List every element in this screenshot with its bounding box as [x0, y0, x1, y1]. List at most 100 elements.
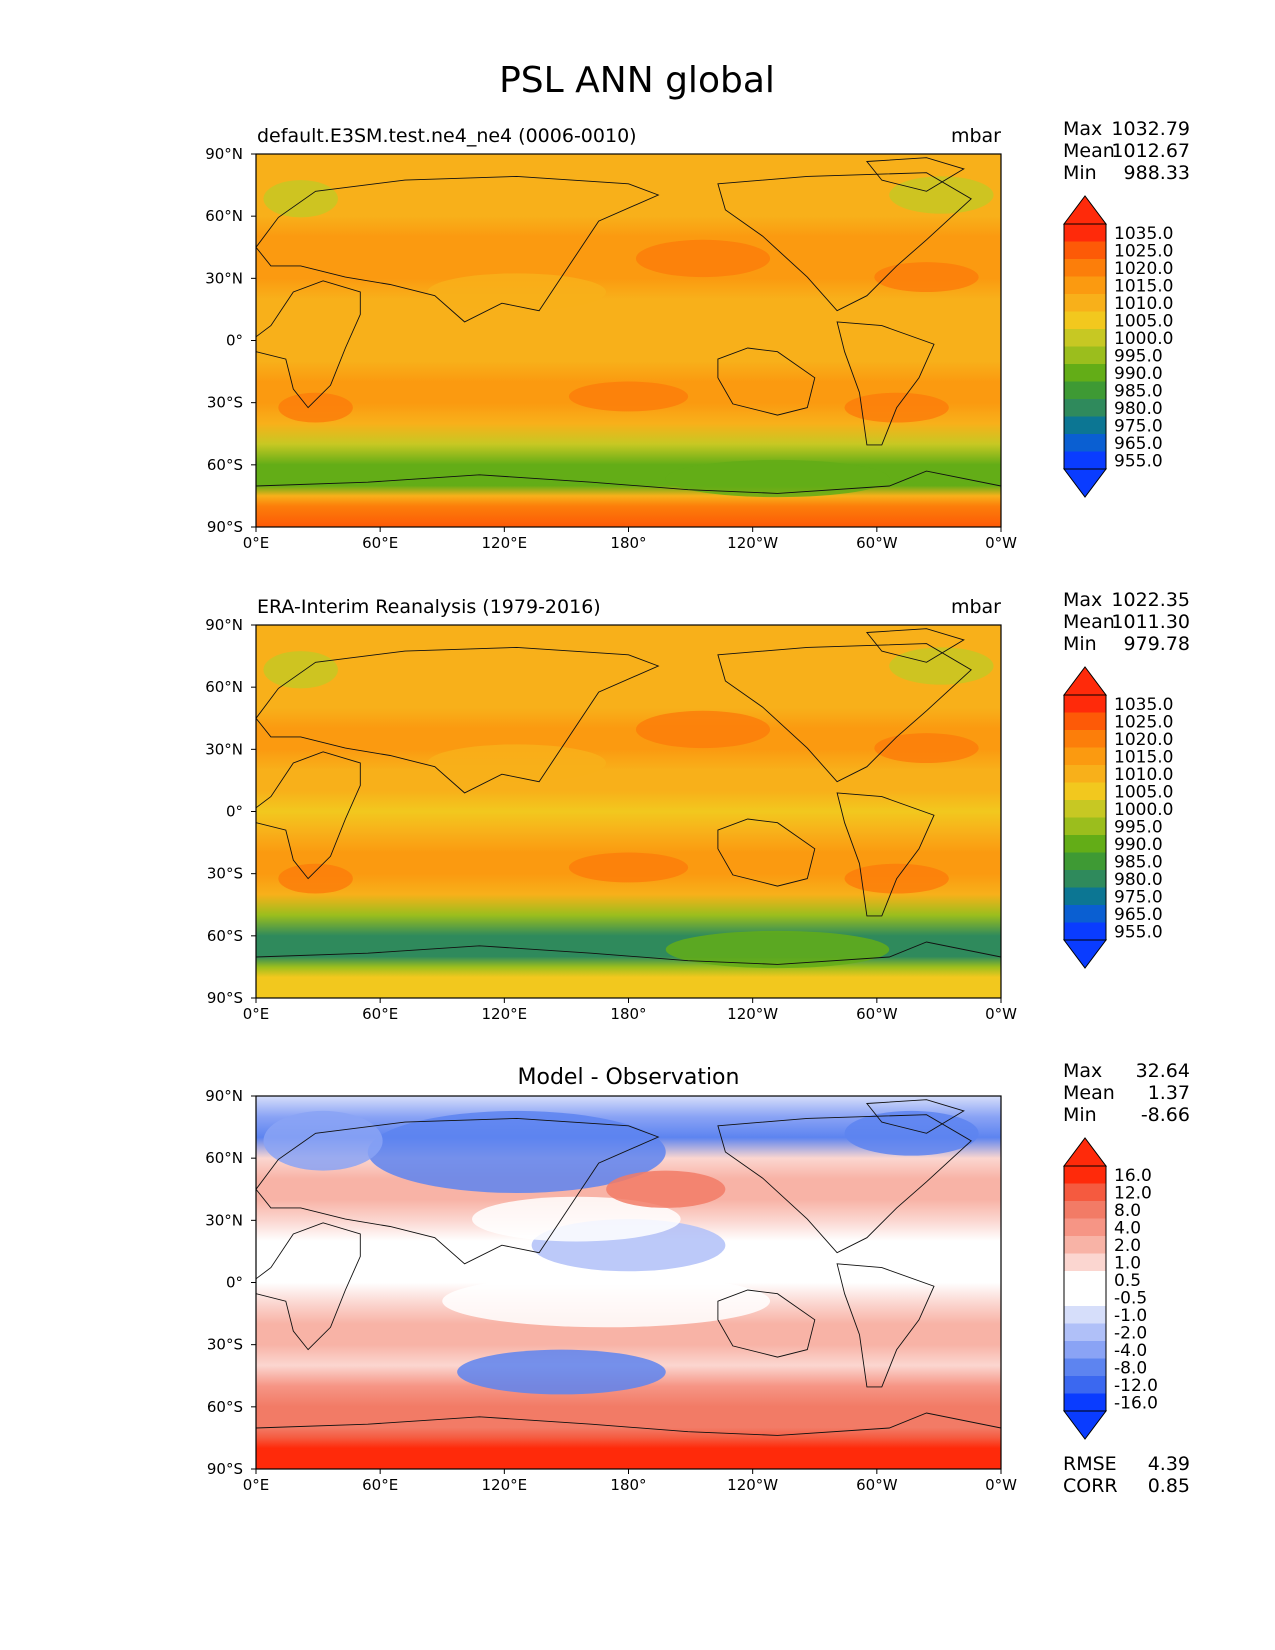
- colorbar: 1035.01025.01020.01015.01010.01005.01000…: [1063, 666, 1173, 969]
- stat-label: Mean: [1063, 140, 1115, 162]
- x-tick-label: 60°W: [856, 1005, 898, 1023]
- x-tick-label: 0°E: [243, 534, 270, 552]
- colorbar-level-label: 1025.0: [1114, 712, 1173, 732]
- stat-label: RMSE: [1063, 1453, 1117, 1475]
- panel-title: Model - Observation: [518, 1065, 740, 1090]
- colorbar-level-label: -0.5: [1114, 1288, 1147, 1308]
- colorbar-swatch: [1064, 870, 1106, 888]
- colorbar-swatch: [1064, 276, 1106, 295]
- x-tick-label: 180°: [610, 534, 646, 552]
- stat-label: Min: [1063, 162, 1097, 184]
- colorbar-level-label: 1010.0: [1114, 765, 1173, 785]
- colorbar-level-label: 1015.0: [1114, 747, 1173, 767]
- colorbar-swatch: [1064, 1288, 1106, 1307]
- y-tick-label: 60°S: [207, 1398, 243, 1416]
- coastline-greenland: [866, 1099, 965, 1134]
- y-tick-label: 90°N: [205, 616, 243, 634]
- y-tick-label: 0°: [226, 803, 243, 821]
- colorbar-swatch: [1064, 224, 1106, 242]
- stat-label: CORR: [1063, 1475, 1118, 1497]
- x-tick-label: 120°E: [482, 1476, 528, 1494]
- x-tick-label: 0°W: [985, 534, 1017, 552]
- coastline-south-america: [836, 792, 935, 917]
- colorbar-level-label: -1.0: [1114, 1306, 1147, 1326]
- field-anomaly-2: [263, 1110, 383, 1171]
- coastline-north-america: [717, 643, 972, 783]
- y-tick-label: 60°S: [207, 456, 243, 474]
- colorbar-level-label: 985.0: [1114, 381, 1163, 401]
- coastline-greenland: [866, 157, 965, 192]
- colorbar-level-label: -12.0: [1114, 1376, 1158, 1396]
- colorbar-level-label: 1015.0: [1114, 276, 1173, 296]
- colorbar-level-label: 965.0: [1114, 905, 1163, 925]
- stat-label: Max: [1063, 589, 1102, 611]
- colorbar-level-label: 12.0: [1114, 1183, 1152, 1203]
- x-tick-label: 120°W: [727, 534, 778, 552]
- colorbar-level-label: 1000.0: [1114, 800, 1173, 820]
- panel-units: mbar: [951, 596, 1001, 618]
- colorbar-swatch: [1064, 416, 1106, 435]
- colorbar-swatch: [1064, 695, 1106, 713]
- field-anomaly-1: [367, 1110, 666, 1193]
- y-tick-label: 30°S: [207, 1336, 243, 1354]
- x-tick-label: 0°E: [243, 1005, 270, 1023]
- coastline-eurasia: [255, 1117, 660, 1265]
- y-tick-label: 60°N: [205, 1149, 243, 1167]
- map-panel-3: Model - Observation 0°E 60°E 120°E 180° 120°W…: [205, 1060, 1190, 1497]
- colorbar: 1035.01025.01020.01015.01010.01005.01000…: [1063, 195, 1173, 498]
- x-tick-label: 120°W: [727, 1005, 778, 1023]
- colorbar-swatch: [1064, 1183, 1106, 1202]
- y-tick-label: 30°N: [205, 740, 243, 758]
- stat-label: Min: [1063, 633, 1097, 655]
- colorbar-level-label: 990.0: [1114, 835, 1163, 855]
- field-anomaly-2: [874, 262, 979, 293]
- x-tick-label: 120°W: [727, 1476, 778, 1494]
- y-tick-label: 90°S: [207, 1460, 243, 1478]
- x-tick-label: 0°E: [243, 1476, 270, 1494]
- coastline-south-america: [836, 1263, 935, 1388]
- coastline-africa: [255, 280, 361, 409]
- x-tick-label: 0°W: [985, 1005, 1017, 1023]
- coastline-australia: [717, 1289, 816, 1358]
- colorbar-swatch: [1064, 329, 1106, 347]
- field-anomaly-7: [889, 647, 994, 685]
- colorbar-level-label: 1025.0: [1114, 241, 1173, 261]
- colorbar-swatch: [1064, 835, 1106, 853]
- colorbar-swatch: [1064, 1306, 1106, 1324]
- x-tick-label: 0°W: [985, 1476, 1017, 1494]
- colorbar-level-label: 995.0: [1114, 346, 1163, 366]
- field-anomaly-5: [457, 1349, 666, 1395]
- stat-value: 988.33: [1124, 162, 1190, 184]
- colorbar-extend-max: [1063, 195, 1107, 225]
- y-tick-label: 30°N: [205, 1211, 243, 1229]
- x-tick-label: 60°W: [856, 1476, 898, 1494]
- stat-value: 1012.67: [1111, 140, 1190, 162]
- stat-label: Min: [1063, 1104, 1097, 1126]
- colorbar-swatch: [1064, 1341, 1106, 1359]
- field-anomaly-4: [568, 381, 689, 412]
- field-fill: [256, 625, 1001, 998]
- coastline-australia: [717, 347, 816, 416]
- figure-title: PSL ANN global: [499, 60, 775, 101]
- x-tick-label: 180°: [610, 1476, 646, 1494]
- y-tick-label: 60°N: [205, 207, 243, 225]
- colorbar-level-label: 955.0: [1114, 451, 1163, 471]
- colorbar-level-label: -4.0: [1114, 1341, 1147, 1361]
- field-anomaly-7: [889, 176, 994, 214]
- colorbar-swatch: [1064, 1218, 1106, 1237]
- stat-value: 1022.35: [1111, 589, 1190, 611]
- colorbar-frame: [1063, 694, 1107, 941]
- y-tick-label: 30°N: [205, 269, 243, 287]
- coastline-eurasia: [255, 646, 660, 794]
- colorbar-extend-min: [1063, 939, 1107, 969]
- colorbar-swatch: [1064, 800, 1106, 818]
- colorbar-swatch: [1064, 259, 1106, 277]
- colorbar-level-label: -2.0: [1114, 1323, 1147, 1343]
- x-tick-label: 120°E: [482, 534, 528, 552]
- colorbar-swatch: [1064, 241, 1106, 260]
- colorbar-swatch: [1064, 730, 1106, 748]
- colorbar-swatch: [1064, 905, 1106, 923]
- field-anomaly-5: [278, 392, 353, 423]
- colorbar-swatch: [1064, 294, 1106, 312]
